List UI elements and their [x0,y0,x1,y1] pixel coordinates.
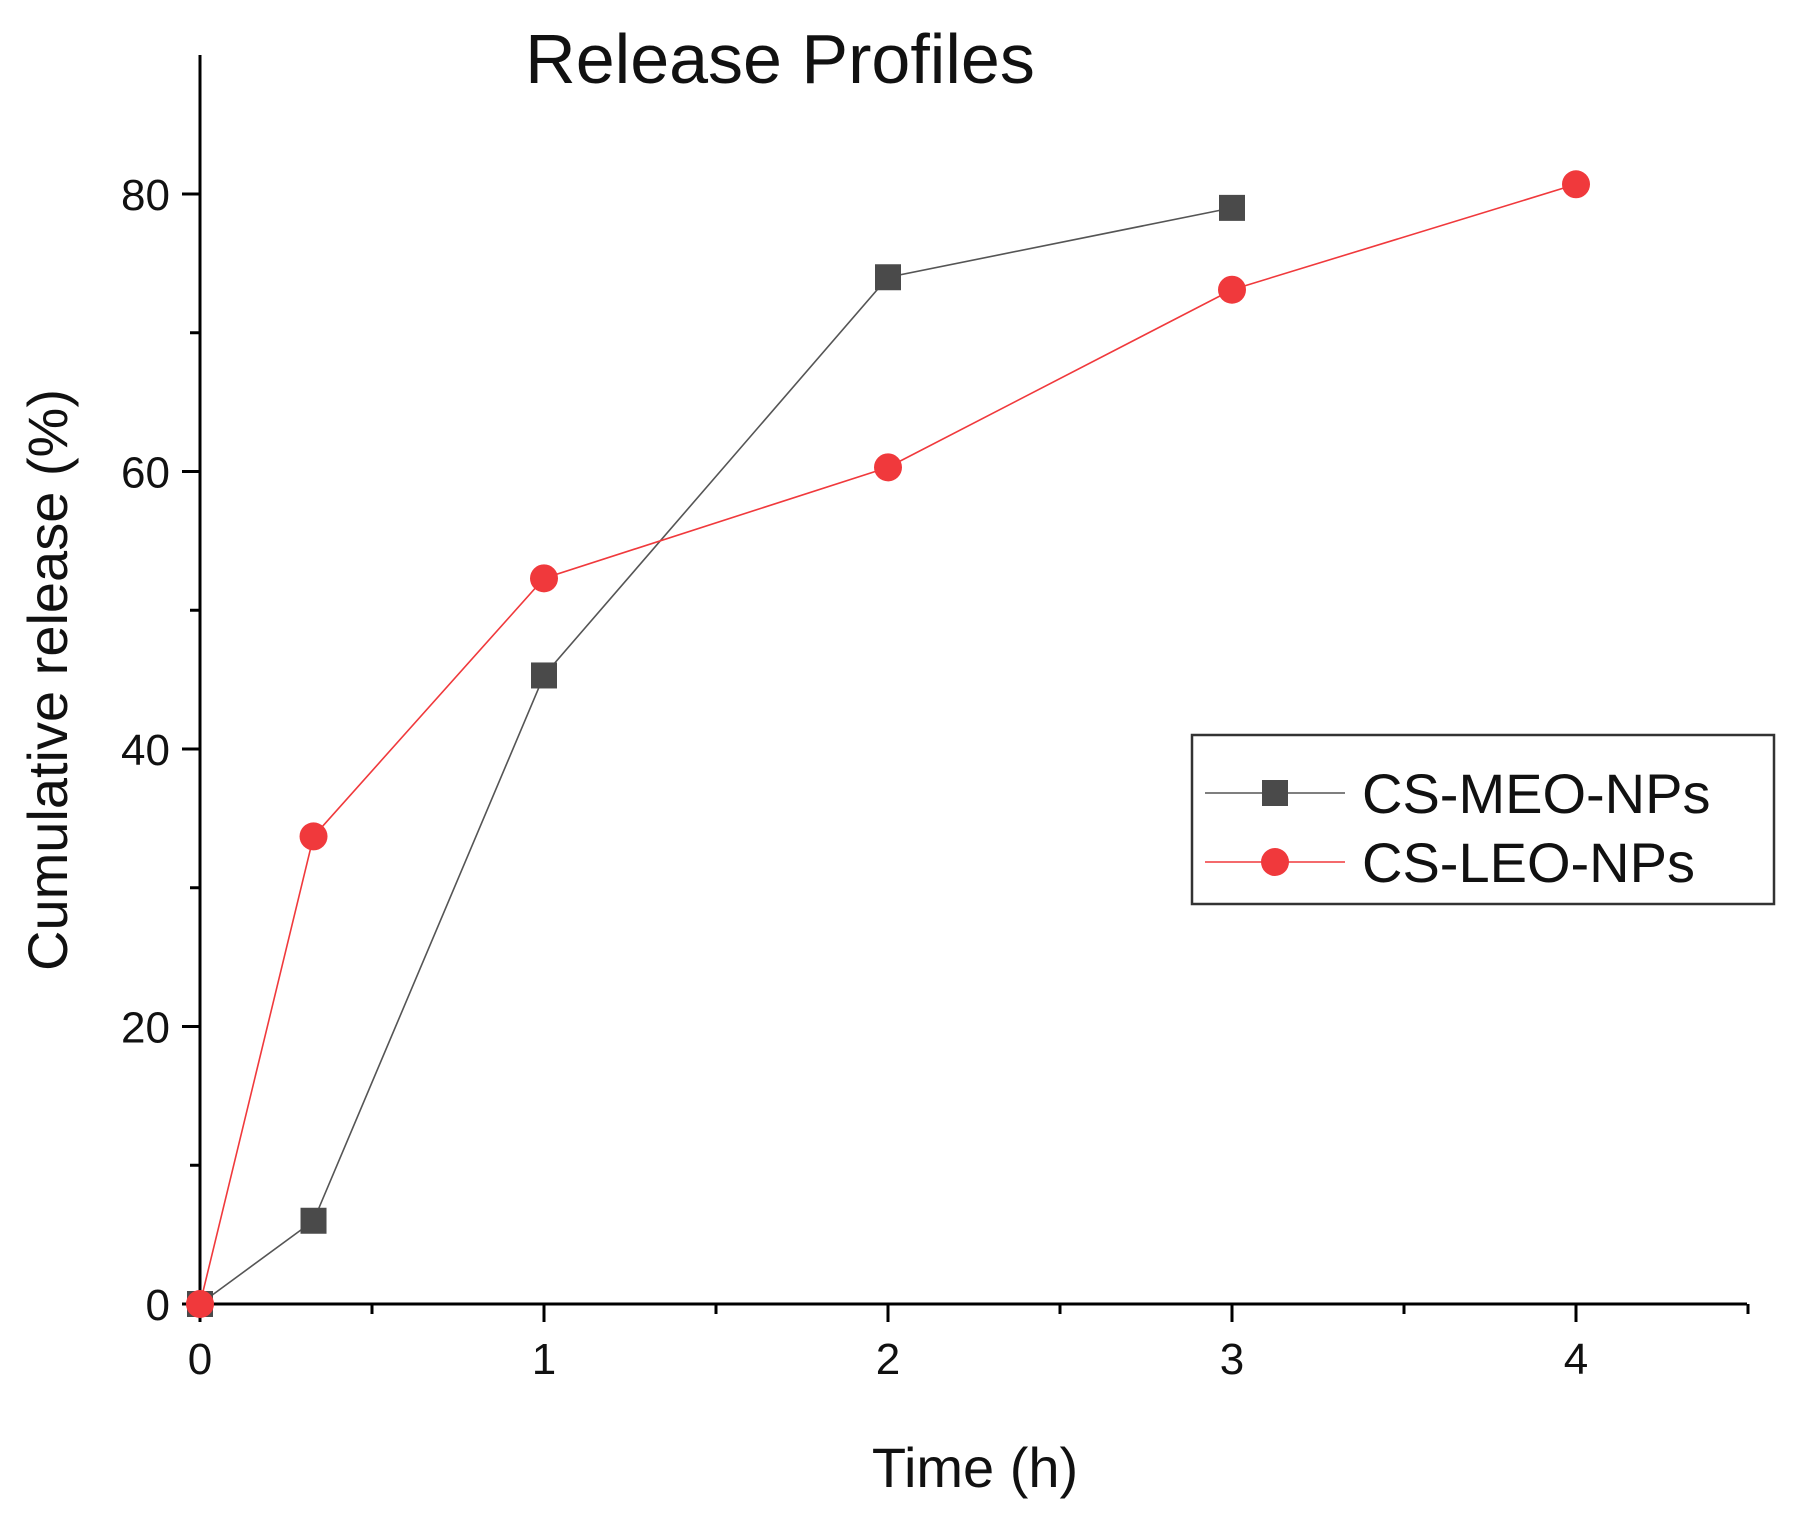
data-point-circle [299,822,328,851]
data-point-circle [530,564,558,593]
x-axis-label: Time (h) [872,1436,1078,1499]
x-tick-label: 4 [1564,1335,1588,1384]
x-tick-label: 3 [1220,1335,1244,1384]
y-tick-label: 60 [121,449,170,498]
x-ticks: 0 1 2 3 4 [188,1304,1750,1384]
series-line [199,207,1233,1305]
data-point-square [1219,194,1245,221]
data-point-circle [186,1290,214,1318]
y-axis-label: Cumulative release (%) [16,389,79,971]
y-tick-label: 0 [146,1281,170,1330]
y-ticks: 0 20 40 60 80 [121,171,200,1330]
series-cs-meo-nps [187,194,1245,1317]
series-line [199,183,1577,1305]
y-tick-label: 40 [121,726,170,775]
data-point-square [300,1207,327,1234]
data-point-square [875,264,901,291]
data-point-square [531,662,557,689]
legend-entry: CS-LEO-NPs [1205,831,1695,894]
axes [198,55,1747,1306]
x-tick-label: 1 [532,1335,556,1384]
legend-label: CS-LEO-NPs [1362,831,1695,894]
chart-title: Release Profiles [525,20,1035,98]
series-cs-leo-nps [186,170,1590,1318]
legend-marker-square [1262,780,1288,806]
series-layer [186,170,1590,1318]
x-tick-label: 2 [876,1335,900,1384]
legend-box [1190,733,1776,906]
y-tick-label: 20 [121,1004,170,1053]
legend-entry: CS-MEO-NPs [1205,762,1710,825]
y-tick-label: 80 [121,171,170,220]
x-tick-label: 0 [188,1335,212,1384]
data-point-circle [874,453,902,482]
data-point-circle [1562,170,1590,199]
data-point-circle [1218,275,1246,304]
legend-marker-circle [1261,848,1289,876]
legend-label: CS-MEO-NPs [1362,762,1710,825]
